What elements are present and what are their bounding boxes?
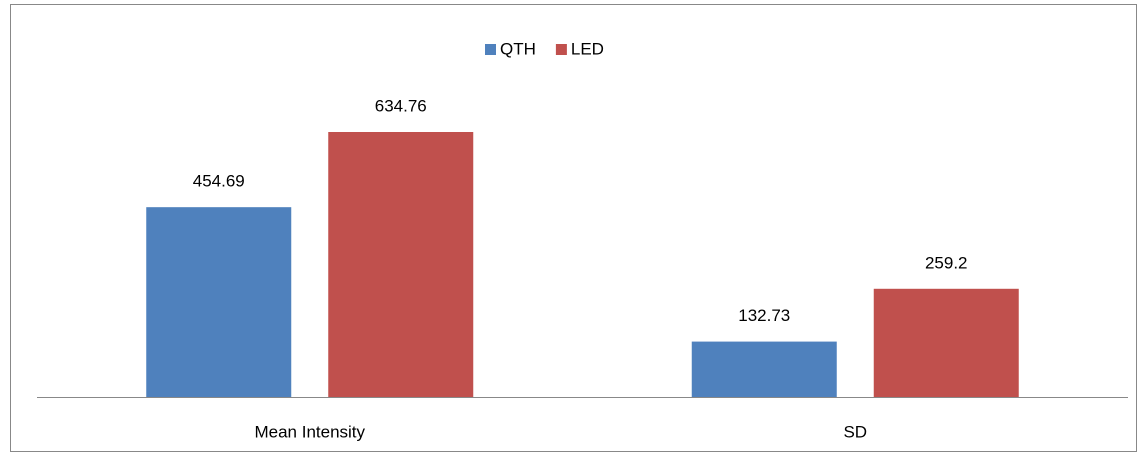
- bar: [691, 341, 837, 397]
- x-tick-label: SD: [843, 422, 867, 441]
- legend-label: LED: [571, 39, 604, 58]
- legend-swatch: [485, 44, 496, 55]
- bar: [146, 207, 292, 397]
- bar: [873, 288, 1019, 397]
- bar: [328, 132, 474, 397]
- legend-label: QTH: [500, 39, 536, 58]
- data-label: 259.2: [925, 253, 968, 272]
- legend-swatch: [555, 44, 567, 55]
- data-label: 634.76: [375, 96, 427, 115]
- data-label: 132.73: [738, 306, 790, 325]
- data-label: 454.69: [193, 172, 245, 191]
- x-tick-label: Mean Intensity: [254, 422, 365, 441]
